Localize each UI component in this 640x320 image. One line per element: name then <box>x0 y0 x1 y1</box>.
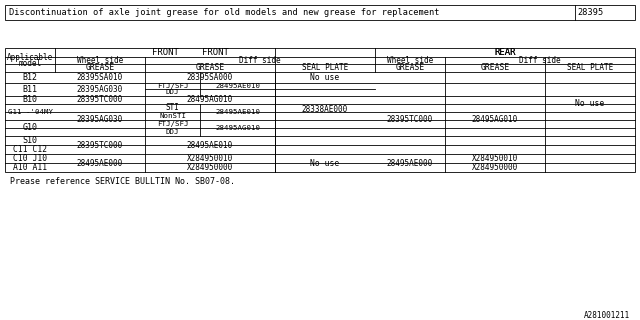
Text: Wheel side: Wheel side <box>387 56 433 65</box>
Text: Diff side: Diff side <box>239 56 281 65</box>
Text: GREASE: GREASE <box>396 63 424 73</box>
Text: REAR: REAR <box>494 48 516 57</box>
Text: X284950000: X284950000 <box>187 163 233 172</box>
Text: X284950010: X284950010 <box>472 154 518 163</box>
Text: GREASE: GREASE <box>481 63 509 73</box>
Text: Diff side: Diff side <box>519 56 561 65</box>
Text: 28395TC000: 28395TC000 <box>387 116 433 124</box>
Text: STI: STI <box>166 103 179 113</box>
Text: SEAL PLATE: SEAL PLATE <box>567 63 613 73</box>
Text: X284950010: X284950010 <box>187 154 233 163</box>
Text: 28395AG030: 28395AG030 <box>77 116 123 124</box>
Text: 28395TC000: 28395TC000 <box>77 95 123 105</box>
Text: S10: S10 <box>22 136 38 145</box>
Text: NonSTI: NonSTI <box>159 113 186 119</box>
Text: 28495AE000: 28495AE000 <box>387 158 433 167</box>
Text: 28395TC000: 28395TC000 <box>77 140 123 149</box>
Text: FTJ/SFJ: FTJ/SFJ <box>157 121 188 127</box>
Text: C11 C12: C11 C12 <box>13 145 47 154</box>
Text: REAR: REAR <box>494 48 516 57</box>
Text: 28495AE010: 28495AE010 <box>187 140 233 149</box>
Text: DDJ: DDJ <box>166 129 179 135</box>
Text: 28395SA010: 28395SA010 <box>77 73 123 82</box>
Text: X284950000: X284950000 <box>472 163 518 172</box>
Text: Wheel side: Wheel side <box>77 56 123 65</box>
Text: C10 J10: C10 J10 <box>13 154 47 163</box>
Text: B11: B11 <box>22 85 38 94</box>
Bar <box>5 5 635 20</box>
Text: Applicable: Applicable <box>7 53 53 62</box>
Text: GREASE: GREASE <box>195 63 225 73</box>
Text: No use: No use <box>310 158 340 167</box>
Text: 28395AG030: 28395AG030 <box>77 85 123 94</box>
Text: Prease reference SERVICE BULLTIN No. SB07-08.: Prease reference SERVICE BULLTIN No. SB0… <box>10 178 235 187</box>
Text: 28495AG010: 28495AG010 <box>187 95 233 105</box>
Text: A10 A11: A10 A11 <box>13 163 47 172</box>
Text: 28395: 28395 <box>577 8 603 17</box>
Text: 28495AG010: 28495AG010 <box>215 125 260 131</box>
Text: No use: No use <box>310 73 340 82</box>
Text: No use: No use <box>575 100 605 108</box>
Text: G10: G10 <box>22 124 38 132</box>
Text: model: model <box>19 60 42 68</box>
Text: Discontinuation of axle joint grease for old models and new grease for replaceme: Discontinuation of axle joint grease for… <box>9 8 440 17</box>
Text: B10: B10 <box>22 95 38 105</box>
Text: 28495AE000: 28495AE000 <box>77 158 123 167</box>
Text: FTJ/SFJ: FTJ/SFJ <box>157 83 188 89</box>
Text: FRONT: FRONT <box>152 48 179 57</box>
Text: 28495AE010: 28495AE010 <box>215 109 260 115</box>
Text: 28395SA000: 28395SA000 <box>187 73 233 82</box>
Text: SEAL PLATE: SEAL PLATE <box>302 63 348 73</box>
Text: A281001211: A281001211 <box>584 310 630 319</box>
Text: GREASE: GREASE <box>85 63 115 73</box>
Text: G11 -'04MY: G11 -'04MY <box>8 109 52 115</box>
Bar <box>5 48 635 172</box>
Text: 28338AE000: 28338AE000 <box>302 105 348 114</box>
Text: DDJ: DDJ <box>166 90 179 95</box>
Text: FRONT: FRONT <box>202 48 228 57</box>
Text: 28495AG010: 28495AG010 <box>472 116 518 124</box>
Text: 28495AE010: 28495AE010 <box>215 83 260 89</box>
Text: B12: B12 <box>22 73 38 82</box>
